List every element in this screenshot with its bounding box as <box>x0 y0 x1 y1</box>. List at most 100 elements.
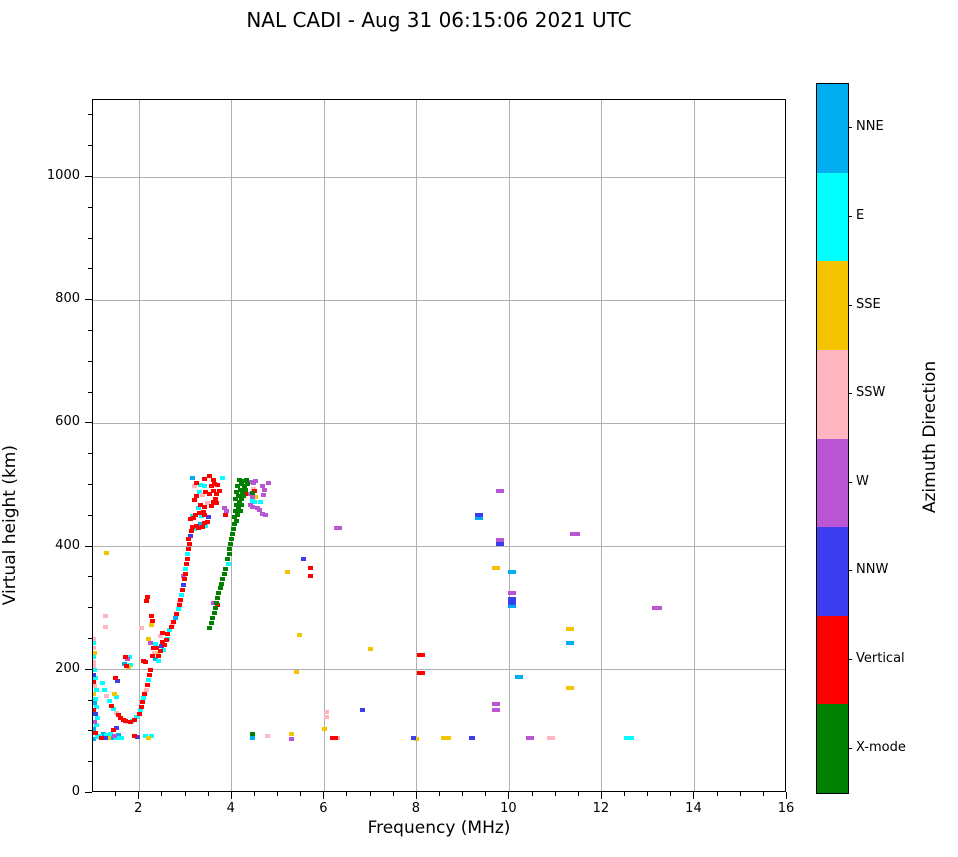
data-point-vertical <box>208 484 214 489</box>
gridline-x-8 <box>416 100 418 791</box>
data-point-e <box>137 708 143 713</box>
data-point-vertical <box>180 587 186 592</box>
x-tick-4 <box>230 792 232 799</box>
data-point-sse <box>284 570 290 575</box>
data-point-vertical <box>307 565 313 570</box>
data-point-x-mode <box>220 576 226 581</box>
data-point-x-mode <box>238 496 244 501</box>
data-point-e <box>141 696 147 701</box>
gridline-y-400 <box>93 546 785 548</box>
y-tick-label-1000: 1000 <box>46 168 80 183</box>
data-point-x-mode <box>207 625 213 630</box>
x-minor-tick <box>115 792 117 796</box>
data-point-vertical <box>98 735 104 740</box>
data-point-vertical <box>210 500 216 505</box>
gridline-y-200 <box>93 669 785 671</box>
data-point-vertical <box>214 491 220 496</box>
data-point-e <box>113 694 119 699</box>
x-minor-tick <box>369 792 371 796</box>
data-point-x-mode <box>236 478 242 483</box>
x-minor-tick <box>439 792 440 796</box>
data-point-x-mode <box>212 606 218 611</box>
data-point-vertical <box>193 512 199 517</box>
data-point-x-mode <box>234 484 240 489</box>
x-tick-label-10: 10 <box>500 801 517 816</box>
data-point-e <box>106 698 112 703</box>
data-point-nne <box>109 736 115 741</box>
y-minor-tick <box>88 360 92 362</box>
data-point-vertical <box>169 624 175 629</box>
data-point-nne <box>197 522 203 527</box>
data-point-sse <box>103 550 109 555</box>
data-point-w <box>253 479 259 484</box>
data-point-nnw <box>469 736 476 741</box>
data-point-x-mode <box>233 508 238 513</box>
data-point-w <box>496 538 505 543</box>
data-point-vertical <box>185 547 191 552</box>
data-point-sse <box>149 623 155 628</box>
data-point-x-mode <box>245 481 251 486</box>
data-point-vertical <box>163 638 169 643</box>
data-point-nnw <box>475 512 484 517</box>
y-tick-label-0: 0 <box>71 784 80 799</box>
y-minor-tick <box>88 638 92 639</box>
data-point-ssw <box>177 600 183 605</box>
data-point-nnw <box>158 644 164 649</box>
data-point-vertical <box>132 717 138 722</box>
y-minor-tick <box>88 145 92 147</box>
data-point-e <box>156 658 162 663</box>
data-point-e <box>93 676 99 681</box>
data-point-vertical <box>145 682 151 687</box>
data-point-sse <box>368 646 374 651</box>
data-point-vertical <box>183 561 189 566</box>
data-point-vertical <box>307 574 313 579</box>
data-point-x-mode <box>231 527 237 532</box>
data-point-e <box>225 561 231 566</box>
data-point-ssw <box>151 650 157 655</box>
data-point-e <box>175 607 181 612</box>
data-point-ssw <box>324 710 330 715</box>
gridline-x-4 <box>231 100 233 791</box>
data-point-w <box>507 590 516 595</box>
y-tick-label-600: 600 <box>55 414 80 430</box>
data-point-vertical <box>150 646 156 651</box>
gridline-y-1000 <box>93 176 785 178</box>
data-point-sse <box>294 669 300 674</box>
data-point-vertical <box>171 620 176 625</box>
x-minor-tick <box>253 792 255 796</box>
data-point-vertical <box>207 491 213 496</box>
data-point-ssw <box>205 501 211 506</box>
data-point-x-mode <box>237 487 243 492</box>
x-minor-tick <box>554 792 556 796</box>
data-point-x-mode <box>232 515 238 520</box>
data-point-vertical <box>207 474 213 479</box>
data-point-vertical <box>215 483 221 487</box>
colorbar-label-x-mode: X-mode <box>856 739 906 755</box>
y-tick-800 <box>85 299 92 301</box>
x-minor-tick <box>392 792 394 796</box>
data-point-e <box>623 735 634 740</box>
data-point-x-mode <box>227 547 233 552</box>
data-point-x-mode <box>233 496 238 501</box>
data-point-vertical <box>142 691 148 696</box>
data-point-vertical <box>143 660 149 665</box>
data-point-vertical <box>154 646 160 651</box>
data-point-x-mode <box>239 502 245 507</box>
data-point-vertical <box>122 655 128 660</box>
data-point-e <box>196 490 202 495</box>
x-minor-tick <box>300 792 302 796</box>
data-point-w <box>249 494 255 499</box>
data-point-nnw <box>114 678 120 683</box>
azimuth-colorbar <box>816 83 849 794</box>
data-point-nnw <box>102 736 108 741</box>
data-point-nne <box>565 641 574 646</box>
data-point-ssw <box>113 710 119 715</box>
data-point-vertical <box>194 480 200 485</box>
plot-area <box>92 99 786 792</box>
data-point-nnw <box>507 596 516 601</box>
data-point-e <box>195 506 201 511</box>
data-point-vertical <box>210 489 216 494</box>
data-point-vertical <box>115 713 121 718</box>
colorbar-segment-e <box>817 172 848 262</box>
data-point-sse <box>565 685 574 690</box>
